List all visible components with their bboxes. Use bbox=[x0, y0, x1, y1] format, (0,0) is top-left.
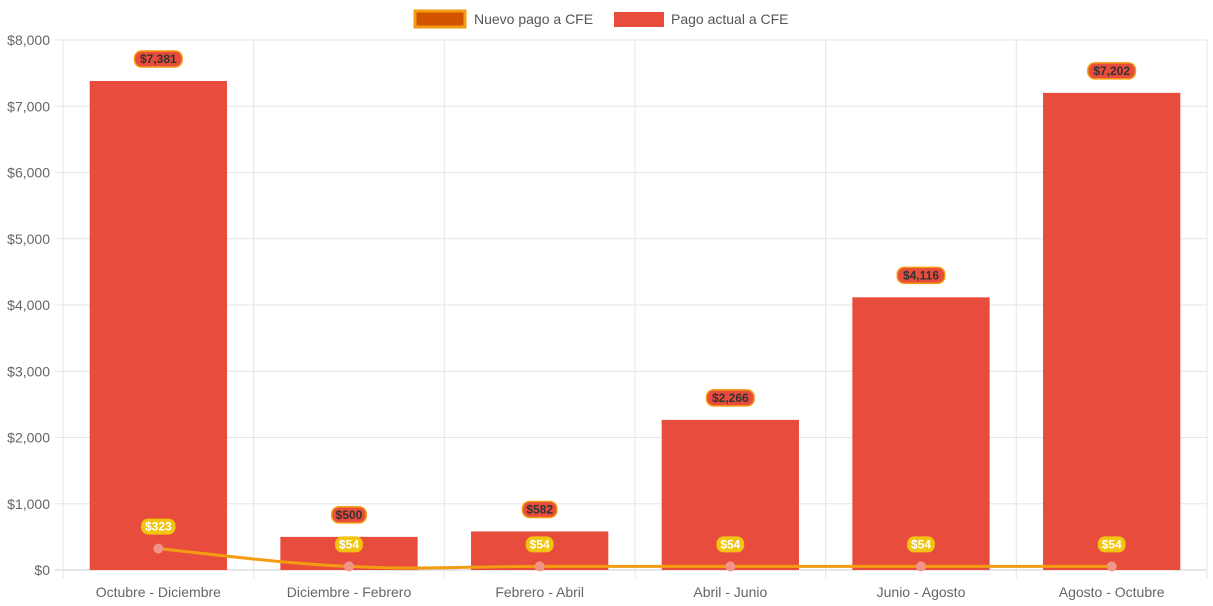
line-value-label-bg bbox=[907, 536, 935, 553]
line-value-label: $54 bbox=[530, 537, 550, 551]
line-point bbox=[153, 543, 164, 554]
bar-value-label: $582 bbox=[526, 502, 553, 516]
y-tick-label: $2,000 bbox=[7, 430, 50, 446]
bar-value-label-bg bbox=[331, 506, 367, 524]
x-tick-label: Febrero - Abril bbox=[495, 584, 584, 600]
line-value-label: $54 bbox=[911, 537, 931, 551]
bar bbox=[1043, 92, 1181, 571]
line-series-nuevo-pago bbox=[158, 547, 1112, 570]
y-tick-label: $6,000 bbox=[7, 165, 50, 181]
bar bbox=[852, 297, 990, 570]
y-tick-label: $5,000 bbox=[7, 231, 50, 247]
bar-layer bbox=[89, 81, 1181, 571]
line-value-label: $323 bbox=[145, 520, 172, 534]
line-value-label-bg bbox=[335, 536, 363, 553]
axis-layer: $0 $1,000 $2,000 $3,000 $4,000 $5,000 $6,000 $7… bbox=[7, 32, 1165, 600]
line-value-label-bg bbox=[141, 518, 176, 535]
line-value-label: $54 bbox=[339, 537, 359, 551]
bar bbox=[89, 81, 227, 570]
legend[interactable]: Nuevo pago a CFE Pago actual a CFE bbox=[413, 9, 789, 29]
line-point bbox=[534, 561, 545, 572]
y-tick-label: $8,000 bbox=[7, 32, 50, 48]
x-tick-label: Agosto - Octubre bbox=[1059, 584, 1165, 600]
grid-layer bbox=[55, 39, 1208, 578]
y-tick-label: $1,000 bbox=[7, 496, 50, 512]
line-point bbox=[725, 561, 736, 572]
bar-value-label: $2,266 bbox=[712, 391, 749, 405]
line-value-label: $54 bbox=[1102, 537, 1122, 551]
bar-value-label-bg bbox=[896, 266, 946, 285]
bar-value-label: $7,202 bbox=[1093, 64, 1130, 78]
y-tick-label: $7,000 bbox=[7, 98, 50, 114]
legend-swatch-pago-actual[interactable] bbox=[614, 12, 664, 27]
bar-value-label-bg bbox=[705, 389, 755, 407]
legend-swatch-nuevo-pago[interactable] bbox=[413, 9, 467, 29]
label-layer: $7,381 $500 $582 $2,266 $4,116 $7,202 $323 $54 $… bbox=[133, 50, 1137, 553]
bar-value-label: $500 bbox=[336, 508, 363, 522]
bar-value-label: $4,116 bbox=[903, 268, 939, 282]
legend-label-pago-actual[interactable]: Pago actual a CFE bbox=[671, 11, 789, 27]
bar-value-label: $7,381 bbox=[140, 52, 177, 66]
line-point bbox=[916, 561, 926, 572]
line-point bbox=[344, 561, 354, 572]
line-value-label-bg bbox=[716, 536, 745, 553]
line-layer bbox=[153, 543, 1117, 572]
legend-label-nuevo-pago[interactable]: Nuevo pago a CFE bbox=[474, 11, 593, 27]
line-point bbox=[1106, 561, 1117, 572]
x-tick-label: Abril - Junio bbox=[693, 584, 767, 600]
bar-value-label-bg bbox=[1087, 62, 1137, 80]
y-tick-label: $0 bbox=[34, 562, 50, 578]
y-tick-label: $4,000 bbox=[7, 297, 50, 313]
y-tick-label: $3,000 bbox=[7, 363, 50, 379]
line-value-label: $54 bbox=[720, 537, 740, 551]
bar-value-label-bg bbox=[133, 50, 183, 68]
x-tick-label: Junio - Agosto bbox=[877, 584, 966, 600]
line-value-label-bg bbox=[1097, 536, 1126, 553]
line-value-label-bg bbox=[525, 536, 554, 553]
x-tick-label: Octubre - Diciembre bbox=[96, 584, 221, 600]
x-tick-label: Diciembre - Febrero bbox=[287, 584, 412, 600]
bar-value-label-bg bbox=[521, 500, 558, 519]
